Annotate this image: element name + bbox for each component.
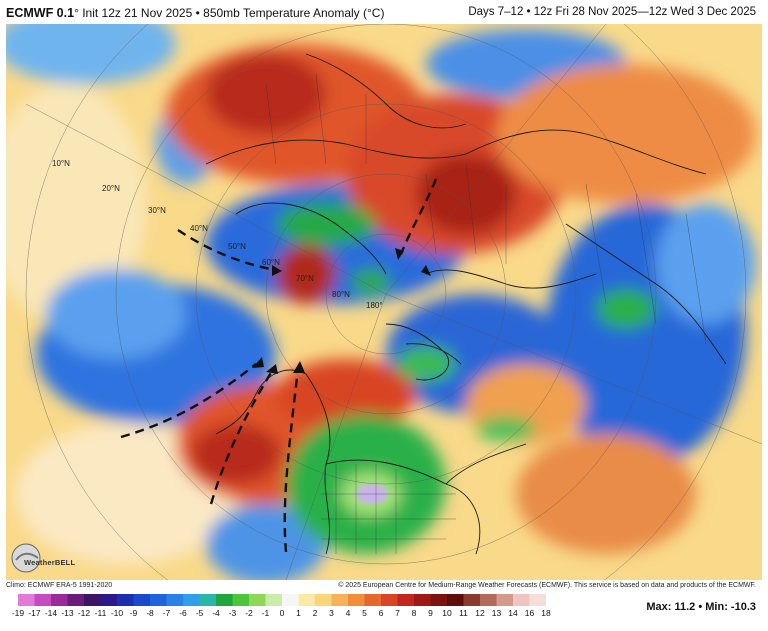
- colorbar-labels: -19 -17 -14 -13 -12 -11 -10 -9 -8 -7 -6 -5 -4 -3 -2 -1 0…: [12, 608, 551, 620]
- colorbar-swatch: [430, 594, 448, 606]
- colorbar-swatch: [199, 594, 217, 606]
- lat-label: 50°N: [228, 242, 246, 251]
- colorbar-swatch: [216, 594, 233, 606]
- lat-label: 80°N: [332, 290, 350, 299]
- colorbar-swatch: [513, 594, 530, 606]
- model-name: ECMWF 0.1: [6, 6, 75, 20]
- weatherbell-logo-icon: [11, 543, 41, 573]
- colorbar-tick-label: 11: [459, 608, 468, 618]
- lat-label: 40°N: [190, 224, 208, 233]
- lat-label: 10°N: [52, 159, 70, 168]
- colorbar-tick-label: -10: [110, 608, 124, 618]
- lat-label: 20°N: [102, 184, 120, 193]
- colorbar-tick-label: -8: [146, 608, 154, 618]
- colorbar-swatch: [282, 594, 299, 606]
- map-canvas: [6, 24, 762, 580]
- min-value: -10.3: [730, 601, 756, 613]
- colorbar-tick-label: 16: [524, 608, 535, 618]
- copyright-note: © 2025 European Centre for Medium-Range …: [338, 582, 756, 589]
- colorbar-swatch: [315, 594, 332, 606]
- colorbar-tick-label: -7: [162, 608, 171, 618]
- colorbar-swatch: [67, 594, 85, 606]
- lat-label: 180°: [366, 301, 383, 310]
- colorbar-tick-label: 2: [312, 608, 318, 618]
- colorbar-tick-label: 13: [491, 608, 502, 618]
- colorbar-tick-label: 4: [345, 608, 351, 618]
- colorbar-swatch: [463, 594, 481, 606]
- colorbar-swatch: [265, 594, 283, 606]
- colorbar-tick-label: -3: [228, 608, 237, 618]
- colorbar-tick-label: -11: [94, 608, 107, 618]
- max-value: 11.2: [674, 601, 696, 613]
- colorbar-tick-label: 3: [329, 608, 334, 618]
- climo-note: Climo: ECMWF ERA-5 1991-2020: [6, 582, 113, 589]
- colorbar-swatch: [166, 594, 184, 606]
- colorbar-swatch: [397, 594, 415, 606]
- colorbar-tick-label: 7: [395, 608, 400, 618]
- colorbar-tick-label: 1: [296, 608, 301, 618]
- colorbar-tick-label: 9: [428, 608, 433, 618]
- anomaly-map: 10°N 20°N 30°N 40°N 50°N 60°N 70°N 80°N …: [6, 24, 762, 580]
- colorbar-tick-label: 12: [475, 608, 485, 618]
- logo-text: WeatherBELL: [24, 558, 76, 567]
- valid-period: Days 7–12 • 12z Fri 28 Nov 2025—12z Wed …: [468, 6, 756, 18]
- colorbar-swatch: [447, 594, 464, 606]
- separator: •: [698, 601, 703, 613]
- colorbar-swatch: [364, 594, 382, 606]
- colorbar-tick-label: -9: [129, 608, 138, 618]
- colorbar-tick-label: 10: [442, 608, 452, 618]
- colorbar-tick-label: 5: [362, 608, 367, 618]
- max-label: Max:: [646, 601, 672, 613]
- min-label: Min:: [705, 601, 728, 613]
- lat-label: 30°N: [148, 206, 166, 215]
- colorbar-tick-label: 8: [411, 608, 417, 618]
- max-min-stats: Max: 11.2 • Min: -10.3: [646, 601, 756, 613]
- colorbar-swatch: [496, 594, 514, 606]
- colorbar-swatch: [529, 594, 546, 606]
- colorbar-tick-label: 0: [279, 608, 285, 618]
- colorbar-tick-label: 18: [541, 608, 551, 618]
- colorbar-swatch: [34, 594, 52, 606]
- header: ECMWF 0.1° Init 12z 21 Nov 2025 • 850mb …: [0, 0, 768, 24]
- colorbar-tick-label: -19: [11, 608, 25, 618]
- colorbar-swatch: [348, 594, 365, 606]
- colorbar-swatch: [232, 594, 250, 606]
- colorbar-swatch: [150, 594, 167, 606]
- colorbar: [18, 594, 546, 606]
- colorbar-tick-label: -17: [28, 608, 41, 618]
- chart-title: ECMWF 0.1° Init 12z 21 Nov 2025 • 850mb …: [6, 6, 384, 20]
- colorbar-tick-label: -5: [195, 608, 204, 618]
- colorbar-swatch: [18, 594, 35, 606]
- colorbar-swatch: [84, 594, 101, 606]
- colorbar-swatch: [331, 594, 349, 606]
- colorbar-swatch: [100, 594, 118, 606]
- init-and-field: ° Init 12z 21 Nov 2025 • 850mb Temperatu…: [74, 6, 385, 20]
- colorbar-tick-label: -4: [212, 608, 220, 618]
- colorbar-tick-label: -14: [44, 608, 58, 618]
- colorbar-swatch: [414, 594, 431, 606]
- colorbar-tick-label: -2: [245, 608, 253, 618]
- colorbar-swatch: [117, 594, 134, 606]
- lat-label: 70°N: [296, 274, 314, 283]
- colorbar-tick-label: 14: [508, 608, 518, 618]
- colorbar-tick-label: -13: [61, 608, 74, 618]
- lat-label: 60°N: [262, 258, 280, 267]
- colorbar-swatch: [183, 594, 200, 606]
- colorbar-swatch: [133, 594, 151, 606]
- colorbar-swatch: [480, 594, 497, 606]
- colorbar-swatch: [51, 594, 68, 606]
- colorbar-tick-label: -1: [261, 608, 270, 618]
- colorbar-tick-label: -12: [77, 608, 91, 618]
- colorbar-swatch: [381, 594, 398, 606]
- colorbar-tick-label: -6: [179, 608, 187, 618]
- colorbar-tick-label: 6: [378, 608, 384, 618]
- colorbar-swatch: [249, 594, 266, 606]
- colorbar-swatch: [298, 594, 316, 606]
